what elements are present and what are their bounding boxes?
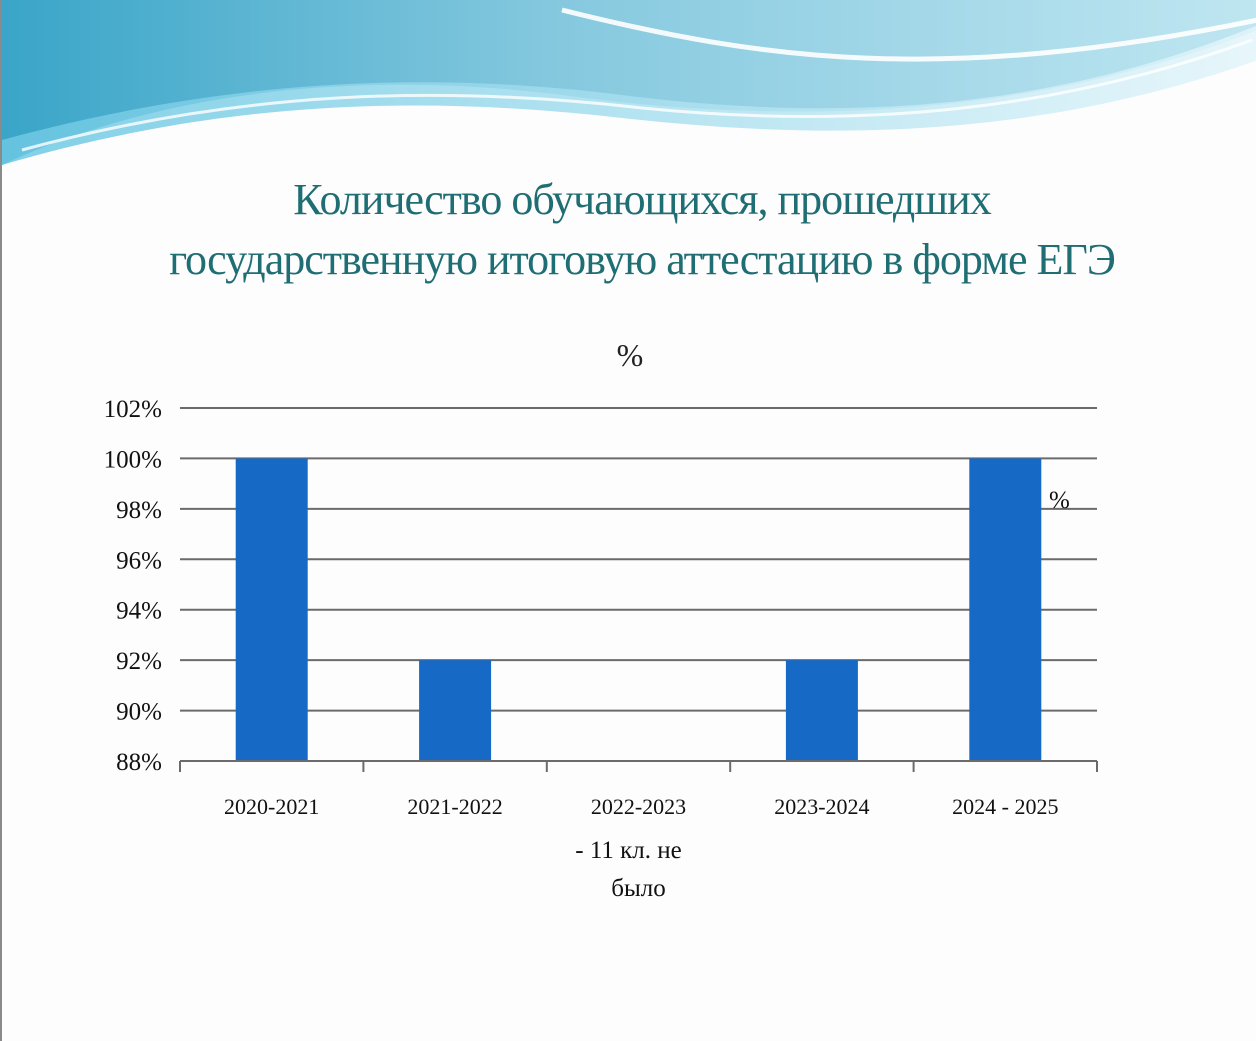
slide-title-line-1: Количество обучающихся, прошедших (293, 175, 991, 224)
y-tick-label: 90% (116, 699, 162, 726)
slide-title-line-2: государственную итоговую аттестацию в фо… (169, 235, 1116, 284)
y-tick-label: 88% (116, 749, 162, 776)
category-note: - 11 кл. не было (575, 837, 682, 902)
y-tick-label: 92% (116, 648, 162, 675)
y-tick-label: 96% (116, 547, 162, 574)
header-wave-decoration (2, 0, 1256, 165)
x-tick-label: 2023-2024 (774, 794, 869, 819)
gridlines (180, 407, 1097, 712)
y-tick-label: 102% (104, 396, 162, 423)
x-tick-label: 2022-2023 (591, 794, 686, 819)
x-axis-labels: 2020-2021 2021-2022 2022-2023 - 11 кл. не бы… (224, 794, 1058, 902)
bar (235, 458, 308, 761)
y-tick-label: 98% (116, 497, 162, 524)
x-tick-label: 2021-2022 (407, 794, 502, 819)
x-axis (179, 760, 1098, 772)
y-axis-ticks: 88% 90% 92% 94% 96% 98% 100% 102% (104, 396, 162, 776)
bars (235, 458, 1042, 761)
y-tick-label: 94% (116, 598, 162, 625)
bar (785, 660, 858, 761)
y-tick-label: 100% (104, 446, 162, 473)
x-tick-label: 2024 - 2025 (952, 794, 1058, 819)
bar (969, 458, 1042, 761)
stray-percent-label: % (1049, 487, 1070, 514)
chart-title: % (617, 337, 644, 373)
bar (419, 660, 492, 761)
x-tick-label: 2020-2021 (224, 794, 319, 819)
slide-title: Количество обучающихся, прошедших госуда… (42, 170, 1242, 290)
